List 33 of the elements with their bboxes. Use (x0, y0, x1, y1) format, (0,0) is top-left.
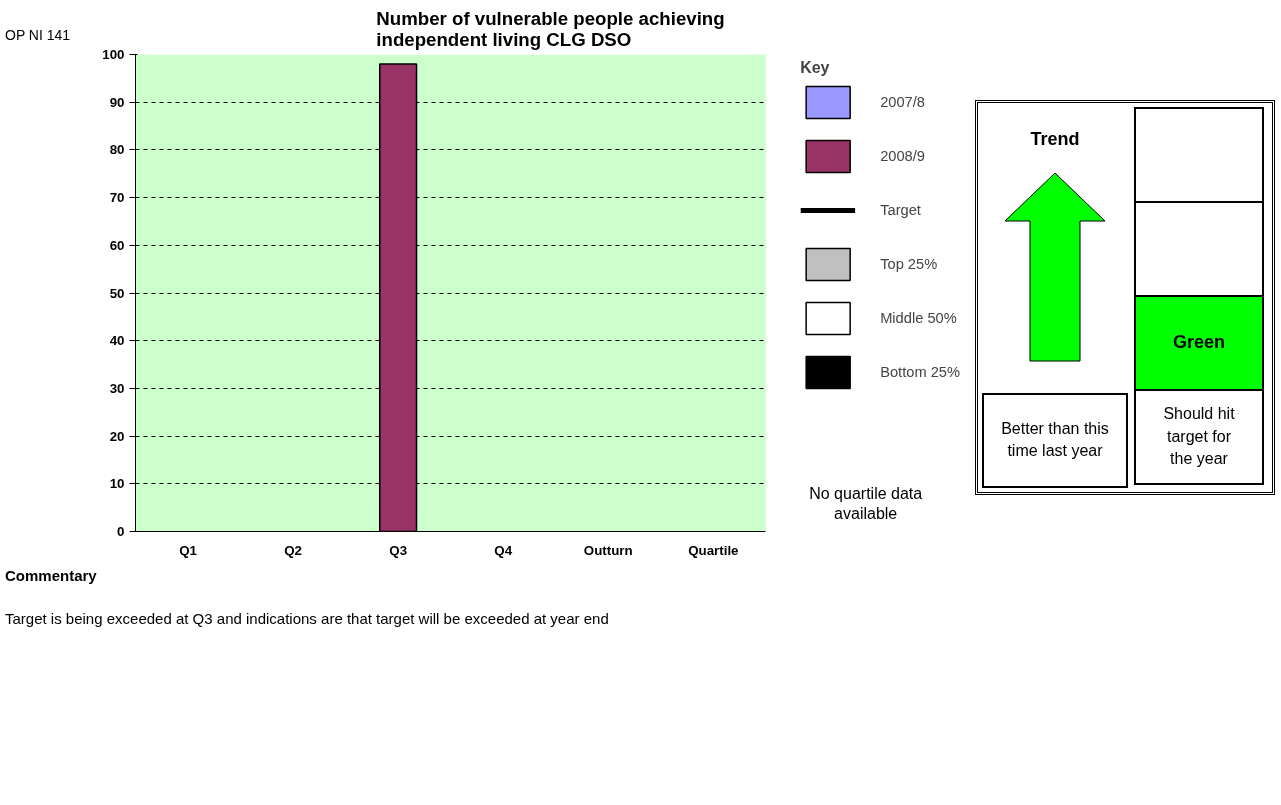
text: Should hit target for the year (1134, 389, 1264, 485)
x-tick-label: Q3 (389, 542, 408, 558)
text: Target is being exceeded at Q3 and indications are that target will be exceeded at year end (5, 609, 609, 627)
legend-label: Bottom 25% (880, 364, 960, 380)
legend-label: 2007/8 (880, 94, 925, 110)
chart-title: Number of vulnerable people achieving independent living CLG DSO (376, 7, 725, 50)
y-tick-label: 100 (102, 47, 125, 62)
y-tick-label: 0 (117, 524, 125, 539)
text: Commentary (5, 567, 97, 584)
x-tick-label: Quartile (688, 542, 739, 558)
legend-label: Top 25% (880, 256, 938, 272)
legend-title: Key (800, 59, 831, 77)
y-tick-label: 80 (109, 142, 125, 158)
x-tick-label: Q1 (179, 542, 198, 558)
x-tick-label: Q4 (494, 542, 513, 558)
y-tick-label: 40 (109, 333, 125, 349)
legend-label: 2008/9 (880, 148, 925, 164)
y-tick-label: 20 (109, 428, 125, 444)
legend-label: Target (880, 202, 921, 218)
text: Trend (1030, 128, 1080, 151)
y-tick-label: 60 (109, 237, 125, 253)
x-tick-label: Outturn (583, 542, 633, 558)
text: OP NI 141 (5, 26, 71, 45)
text: Green (1134, 295, 1264, 391)
y-tick-label: 30 (109, 380, 125, 396)
y-tick-label: 70 (109, 190, 125, 206)
text: No quartile data available (809, 484, 923, 522)
y-tick-label: 50 (109, 285, 125, 301)
y-tick-label: 90 (109, 94, 125, 110)
y-tick-label: 10 (109, 476, 125, 492)
legend-label: Middle 50% (880, 310, 957, 326)
x-tick-label: Q2 (284, 542, 302, 558)
text: Better than this time last year (982, 392, 1128, 488)
